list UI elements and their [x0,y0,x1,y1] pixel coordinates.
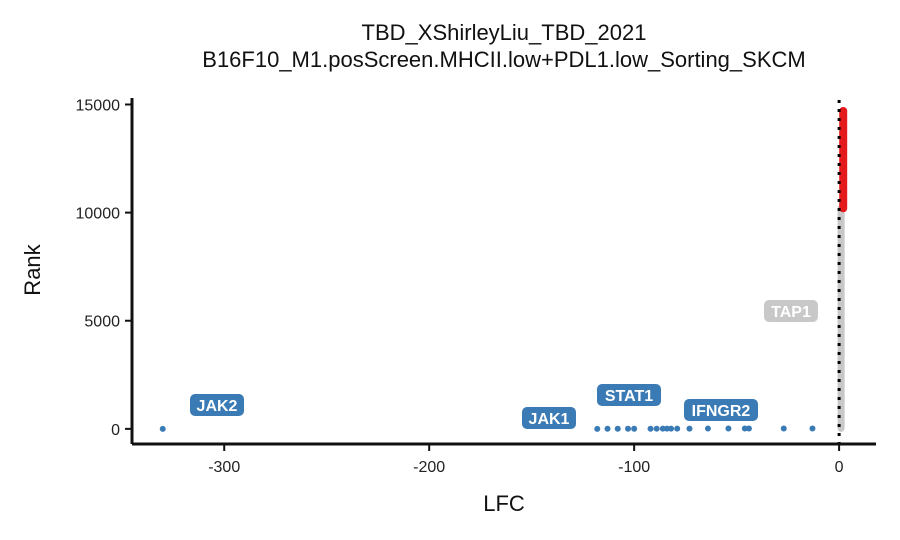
data-point [809,425,816,432]
data-point [780,425,787,432]
data-point [159,425,166,432]
x-tick-label: -100 [618,459,650,476]
data-point [686,425,693,432]
y-tick-label: 15000 [76,97,121,114]
data-point [625,425,631,432]
data-point [647,425,654,432]
data-point [604,425,611,432]
gene-label: IFNGR2 [692,403,751,420]
gene-label: JAK2 [197,398,238,415]
x-tick-label: -300 [208,459,240,476]
gene-label-box [764,300,818,322]
data-point [745,425,752,432]
chart-subtitle: B16F10_M1.posScreen.MHCII.low+PDL1.low_S… [202,47,805,72]
gene-label-box [522,407,576,429]
data-point [653,425,660,432]
data-point [704,425,711,432]
y-axis-title: Rank [20,243,45,295]
data-point [631,425,638,432]
gene-label-box [190,394,244,416]
data-point [614,425,621,432]
y-tick-label: 5000 [84,314,120,331]
x-tick-label: 0 [835,459,844,476]
plot-area [159,100,848,444]
gene-label: STAT1 [605,388,653,405]
data-point [594,425,601,432]
y-tick-label: 10000 [76,206,121,223]
data-point [674,425,681,432]
x-axis-title: LFC [483,491,525,516]
gene-label-box [684,399,758,421]
axis-ticks: -300 -200 -100 0 0 5000 10000 15000 [76,97,844,476]
y-tick-label: 0 [111,422,120,439]
gene-label: JAK1 [529,411,570,428]
gene-labels: JAK2 JAK1 STAT1 IFNGR2 TAP1 [190,300,818,429]
gene-label: TAP1 [771,304,811,321]
data-point [725,425,732,432]
x-tick-label: -200 [413,459,445,476]
gene-label-box [597,384,661,406]
chart-title: TBD_XShirleyLiu_TBD_2021 [362,20,647,45]
data-point [668,425,675,432]
